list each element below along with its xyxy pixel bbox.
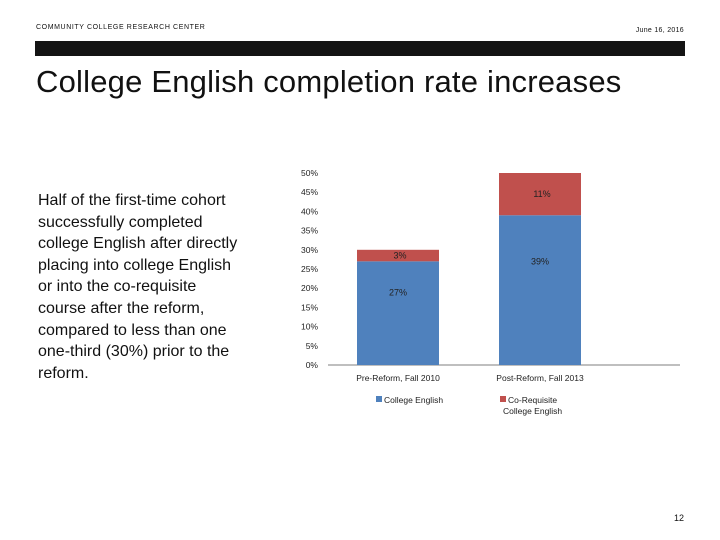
y-tick-label: 10% bbox=[301, 322, 318, 332]
y-tick-label: 5% bbox=[306, 341, 319, 351]
data-label: 11% bbox=[533, 189, 550, 199]
legend-swatch bbox=[376, 396, 382, 402]
legend-label: Co-Requisite bbox=[508, 395, 557, 405]
slide-title: College English completion rate increase… bbox=[36, 64, 622, 99]
y-tick-label: 45% bbox=[301, 187, 318, 197]
data-label: 27% bbox=[389, 288, 407, 298]
legend-label: College English bbox=[384, 395, 443, 405]
bar-segment bbox=[499, 173, 581, 216]
bar-segment bbox=[357, 249, 439, 262]
header-org: COMMUNITY COLLEGE RESEARCH CENTER bbox=[36, 24, 206, 31]
data-label: 39% bbox=[531, 257, 549, 267]
header-date: June 16, 2016 bbox=[635, 27, 684, 34]
y-tick-label: 20% bbox=[301, 283, 318, 293]
bar-segment bbox=[357, 261, 439, 365]
y-tick-label: 15% bbox=[301, 302, 318, 312]
x-category-label: Pre-Reform, Fall 2010 bbox=[356, 373, 440, 383]
y-tick-label: 35% bbox=[301, 226, 318, 236]
header-bar bbox=[35, 41, 685, 56]
y-tick-label: 40% bbox=[301, 206, 318, 216]
page-number: 12 bbox=[674, 513, 685, 523]
legend-swatch bbox=[500, 396, 506, 402]
legend-label-line2: College English bbox=[503, 406, 562, 416]
data-label: 3% bbox=[393, 251, 406, 261]
y-tick-label: 0% bbox=[306, 360, 319, 370]
body-text: Half of the first-time cohort successful… bbox=[38, 192, 238, 382]
bar-segment bbox=[499, 215, 581, 365]
y-tick-label: 30% bbox=[301, 245, 318, 255]
x-category-label: Post-Reform, Fall 2013 bbox=[496, 373, 584, 383]
y-tick-label: 50% bbox=[301, 168, 318, 178]
y-tick-label: 25% bbox=[301, 264, 318, 274]
